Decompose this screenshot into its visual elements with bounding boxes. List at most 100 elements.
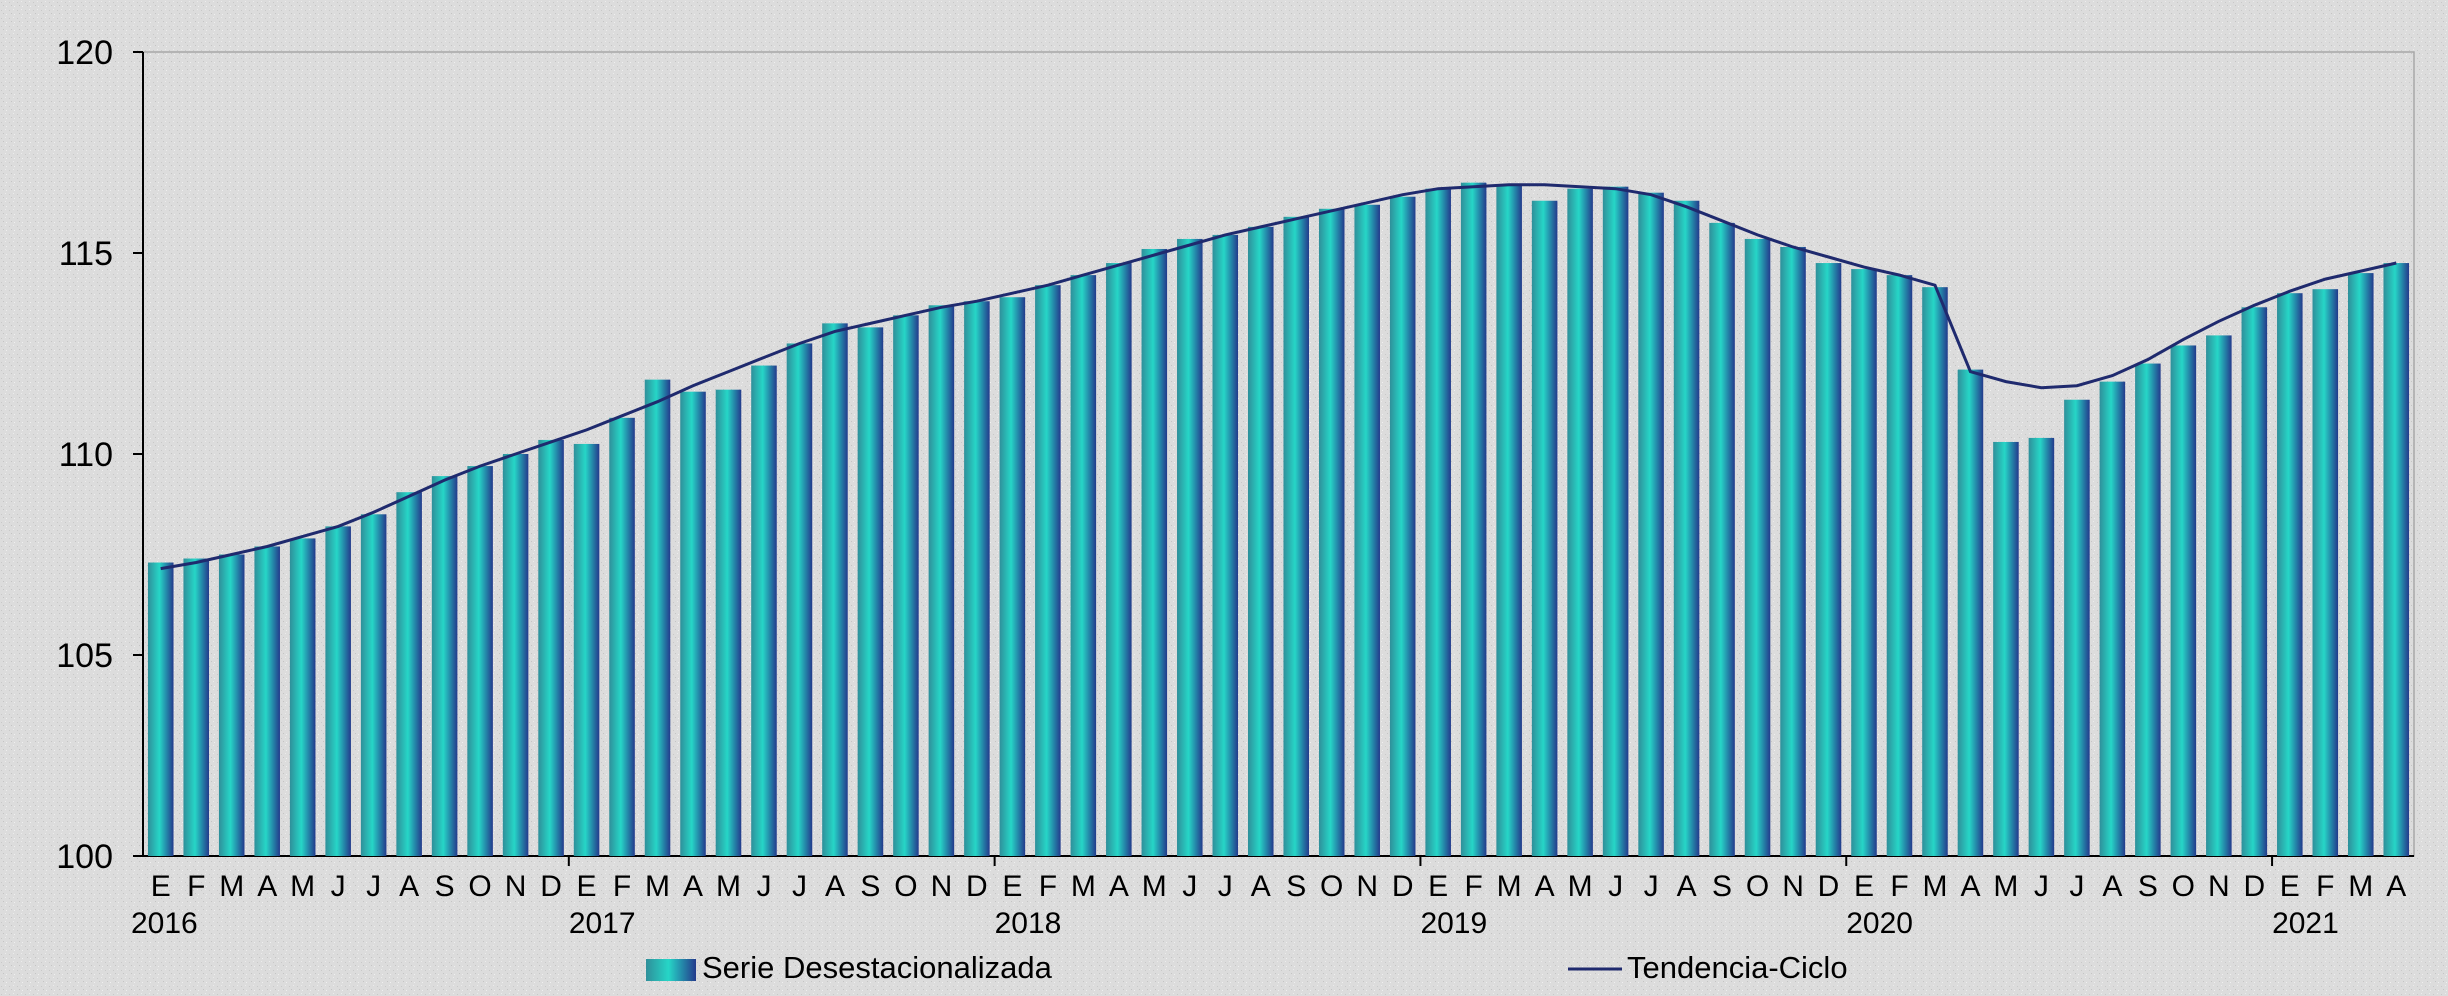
x-tick-label: A <box>1535 870 1555 903</box>
x-tick-label: N <box>1356 870 1378 903</box>
x-tick-label: J <box>366 870 381 903</box>
x-tick-label: F <box>1039 870 1057 903</box>
bar <box>1460 182 1487 856</box>
bar <box>999 297 1026 857</box>
x-tick-label: O <box>1320 870 1343 903</box>
bar <box>2135 363 2161 856</box>
bar <box>893 315 919 856</box>
x-tick-label: O <box>1746 870 1769 903</box>
x-tick-label: S <box>860 870 880 903</box>
x-tick-label: M <box>1071 870 1096 903</box>
bar <box>1673 200 1700 857</box>
bar <box>1851 269 1877 857</box>
bar <box>360 514 387 856</box>
x-tick-label: J <box>1608 870 1623 903</box>
bar <box>1106 263 1132 856</box>
x-tick-label: D <box>2243 870 2265 903</box>
x-tick-label: J <box>756 870 771 903</box>
x-tick-label: A <box>2386 870 2406 903</box>
x-tick-label: O <box>2172 870 2195 903</box>
bar <box>1496 184 1522 856</box>
bar <box>289 538 316 856</box>
x-tick-label: F <box>1465 870 1483 903</box>
bar <box>1212 234 1239 856</box>
x-tick-label: A <box>2102 870 2122 903</box>
x-tick-label: N <box>2208 870 2230 903</box>
x-tick-label: S <box>1286 870 1306 903</box>
bar <box>2028 437 2055 856</box>
x-tick-label: N <box>505 870 527 903</box>
x-tick-label: E <box>1854 870 1874 903</box>
x-tick-label: D <box>540 870 562 903</box>
x-tick-label: D <box>1818 870 1840 903</box>
bar-series <box>147 182 2410 857</box>
legend-label-line: Tendencia-Ciclo <box>1627 950 1848 985</box>
y-tick-label: 100 <box>56 838 113 876</box>
x-tick-label: F <box>613 870 631 903</box>
bar <box>254 546 280 856</box>
x-tick-label: J <box>2069 870 2084 903</box>
y-tick-label: 115 <box>59 235 113 273</box>
bar <box>1035 285 1061 856</box>
legend: Serie Desestacionalizada Tendencia-Ciclo <box>646 950 1848 985</box>
x-tick-label: J <box>1644 870 1659 903</box>
bar <box>1141 248 1168 857</box>
x-tick-label: F <box>2316 870 2334 903</box>
x-tick-label: N <box>931 870 953 903</box>
bar <box>2277 293 2303 856</box>
bar <box>2347 273 2374 857</box>
bar <box>218 554 245 856</box>
x-tick-label: M <box>1142 870 1167 903</box>
bar <box>2206 335 2232 856</box>
x-tick-label: E <box>1002 870 1022 903</box>
bar <box>1886 275 1913 856</box>
bar <box>786 343 813 856</box>
x-tick-label: J <box>1218 870 1233 903</box>
x-tick-label: O <box>468 870 491 903</box>
bar <box>751 365 777 856</box>
bar <box>2170 345 2197 856</box>
x-tick-label: J <box>2034 870 2049 903</box>
bar <box>1993 441 2019 856</box>
year-label: 2016 <box>131 907 198 940</box>
y-tick-label: 105 <box>56 637 113 675</box>
y-axis-labels: 100 105 110 115 120 <box>56 34 113 876</box>
bar <box>1709 222 1735 857</box>
x-tick-label: M <box>1922 870 1947 903</box>
bar <box>538 439 564 856</box>
bar <box>1567 188 1593 856</box>
bar <box>1318 208 1345 856</box>
x-tick-label: A <box>399 870 419 903</box>
bar <box>680 391 706 856</box>
y-tick-label: 120 <box>56 34 113 72</box>
x-tick-label: N <box>1782 870 1804 903</box>
bar <box>1602 186 1629 857</box>
year-label: 2019 <box>1420 907 1487 940</box>
bar <box>928 305 955 856</box>
x-tick-label: S <box>1712 870 1732 903</box>
bar <box>1425 188 1451 856</box>
bar <box>325 526 351 856</box>
bar <box>857 327 884 856</box>
bar <box>2064 399 2090 856</box>
bar <box>467 466 493 856</box>
bar <box>1957 369 1984 856</box>
bar <box>183 558 210 856</box>
bar <box>1389 196 1416 857</box>
x-tick-label: M <box>716 870 741 903</box>
x-tick-label: O <box>894 870 917 903</box>
x-tick-label: M <box>290 870 315 903</box>
bar <box>2383 263 2410 856</box>
bar <box>1354 204 1380 856</box>
x-tick-label: A <box>825 870 845 903</box>
x-tick-label: M <box>219 870 244 903</box>
x-tick-label: A <box>1109 870 1129 903</box>
bar <box>1070 275 1097 856</box>
bar <box>431 476 458 856</box>
bar <box>1247 226 1274 856</box>
x-tick-label: M <box>645 870 670 903</box>
y-tick-label: 110 <box>59 436 113 474</box>
x-tick-label: J <box>1182 870 1197 903</box>
